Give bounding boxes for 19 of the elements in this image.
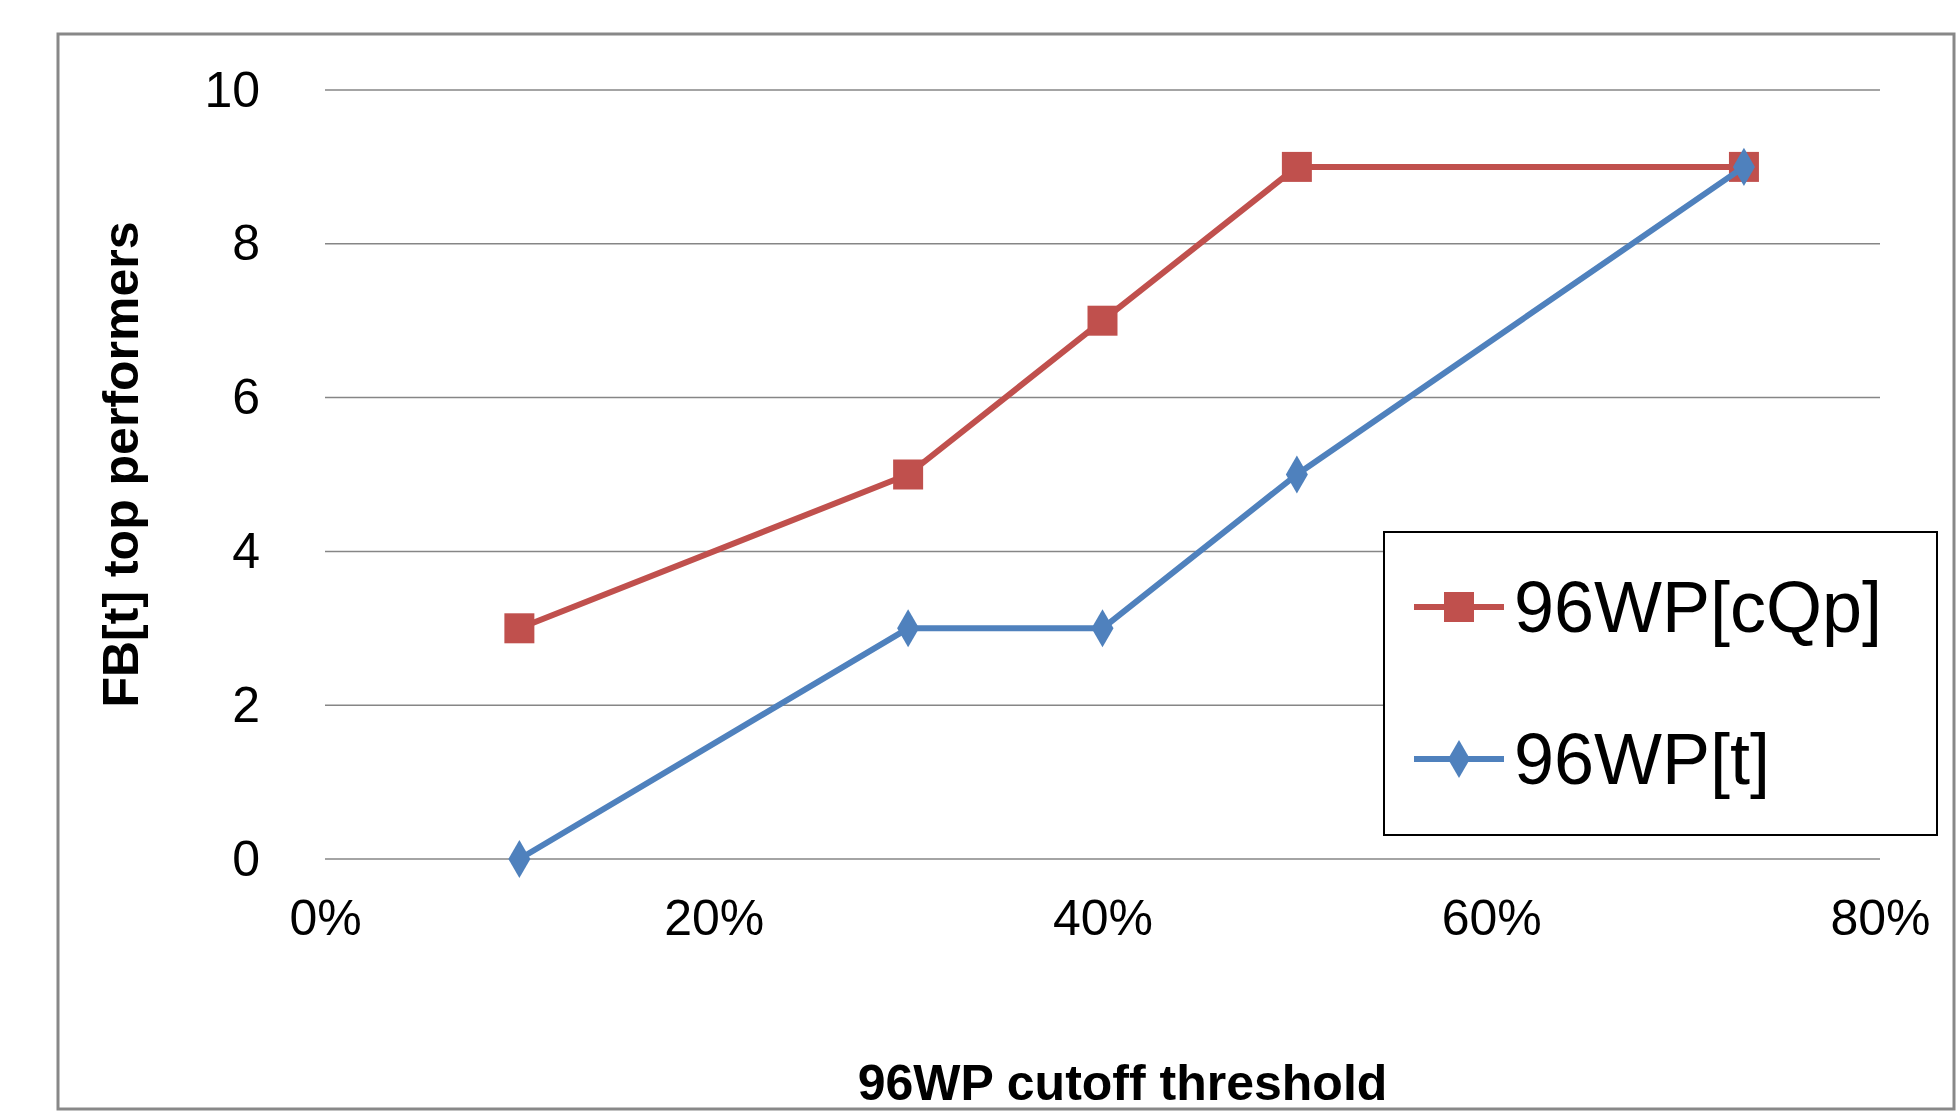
x-tick-label: 60% [1441,889,1542,946]
point [1281,151,1312,182]
y-axis-title: FB[t] top performers [93,221,149,708]
legend-label: 96WP[t] [1514,719,1771,799]
x-tick-label: 80% [1830,889,1931,946]
x-tick-label: 0% [289,889,362,946]
y-tick-label: 8 [232,215,260,272]
x-tick-label: 40% [1052,889,1154,946]
point [1087,305,1118,336]
x-axis-title: 96WP cutoff threshold [857,1055,1388,1111]
y-tick-label: 10 [204,61,260,118]
point [504,613,535,644]
y-tick-label: 6 [232,369,260,426]
y-tick-label: 2 [232,676,260,733]
y-tick-label: 0 [232,830,260,887]
x-tick-label: 20% [664,889,765,946]
y-tick-label: 4 [232,522,260,579]
point [893,459,924,490]
legend-label: 96WP[cQp] [1514,567,1883,647]
